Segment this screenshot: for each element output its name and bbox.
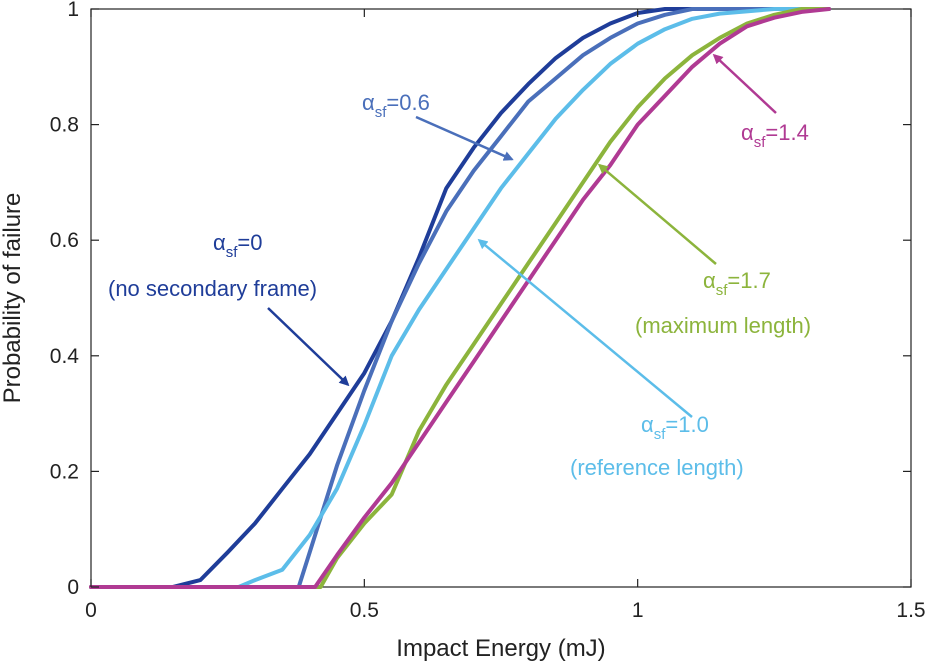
series-line-2 — [89, 7, 831, 589]
annotation-alpha-17-sub: sf — [716, 282, 729, 299]
annotation-alpha-14-value: =1.4 — [765, 120, 808, 145]
annotation-alpha-0-sub: sf — [226, 244, 239, 261]
annotation-alpha-17: αsf=1.7 — [703, 268, 771, 299]
x-axis-title: Impact Energy (mJ) — [396, 635, 605, 662]
annotation-alpha-10-value: =1.0 — [665, 412, 708, 437]
annotation-alpha-06-sub: sf — [375, 104, 388, 121]
annotation-arrow-2 — [477, 238, 693, 418]
annotation-alpha-0-greek: α — [213, 230, 226, 255]
arrows-layer — [267, 53, 777, 418]
annotation-alpha-0-value: =0 — [237, 230, 262, 255]
annotation-alpha-14: αsf=1.4 — [741, 120, 809, 151]
annotation-alpha-17-value: =1.7 — [727, 268, 770, 293]
series-line-0 — [89, 7, 831, 589]
annotation-alpha-06-greek: α — [362, 90, 375, 115]
annotation-alpha-17-line2: (maximum length) — [635, 313, 811, 338]
plot-frame — [90, 8, 912, 588]
y-tick-label-4: 0.8 — [50, 114, 79, 137]
annotation-alpha-06: αsf=0.6 — [362, 90, 430, 121]
y-tick-label-2: 0.4 — [50, 345, 80, 368]
annotation-alpha-10-greek: α — [641, 412, 654, 437]
y-tick-label-1: 0.2 — [50, 460, 79, 483]
annotation-arrow-0 — [267, 307, 350, 387]
x-tick-label-2: 1 — [632, 599, 644, 622]
annotation-alpha-17-greek: α — [703, 268, 716, 293]
series-line-4 — [89, 7, 831, 589]
x-tick-label-1: 0.5 — [350, 599, 379, 622]
annotation-alpha-10: αsf=1.0 — [641, 412, 709, 443]
x-tick-label-3: 1.5 — [896, 599, 925, 622]
annotation-alpha-0-line2: (no secondary frame) — [108, 276, 317, 301]
series-line-1 — [89, 7, 831, 589]
annotation-arrow-1 — [415, 115, 514, 161]
series-line-3 — [89, 7, 831, 589]
annotation-alpha-10-line2: (reference length) — [570, 455, 744, 480]
annotation-arrow-3 — [597, 163, 717, 265]
x-tick-label-0: 0 — [85, 599, 97, 622]
annotation-arrow-4 — [712, 53, 777, 114]
annotation-alpha-14-greek: α — [741, 120, 754, 145]
annotation-alpha-0: αsf=0 — [213, 230, 262, 261]
series-layer — [89, 7, 831, 589]
y-axis-title: Probability of failure — [0, 193, 26, 404]
annotation-alpha-10-sub: sf — [654, 426, 667, 443]
y-tick-label-5: 1 — [67, 0, 79, 21]
ticks-layer: 0 0.5 1 1.5 0 0.2 0.4 0.6 0.8 1 — [50, 0, 926, 622]
y-tick-label-0: 0 — [67, 576, 79, 599]
annotation-alpha-06-value: =0.6 — [386, 90, 429, 115]
annotation-alpha-14-sub: sf — [754, 134, 767, 151]
y-tick-label-3: 0.6 — [50, 229, 79, 252]
